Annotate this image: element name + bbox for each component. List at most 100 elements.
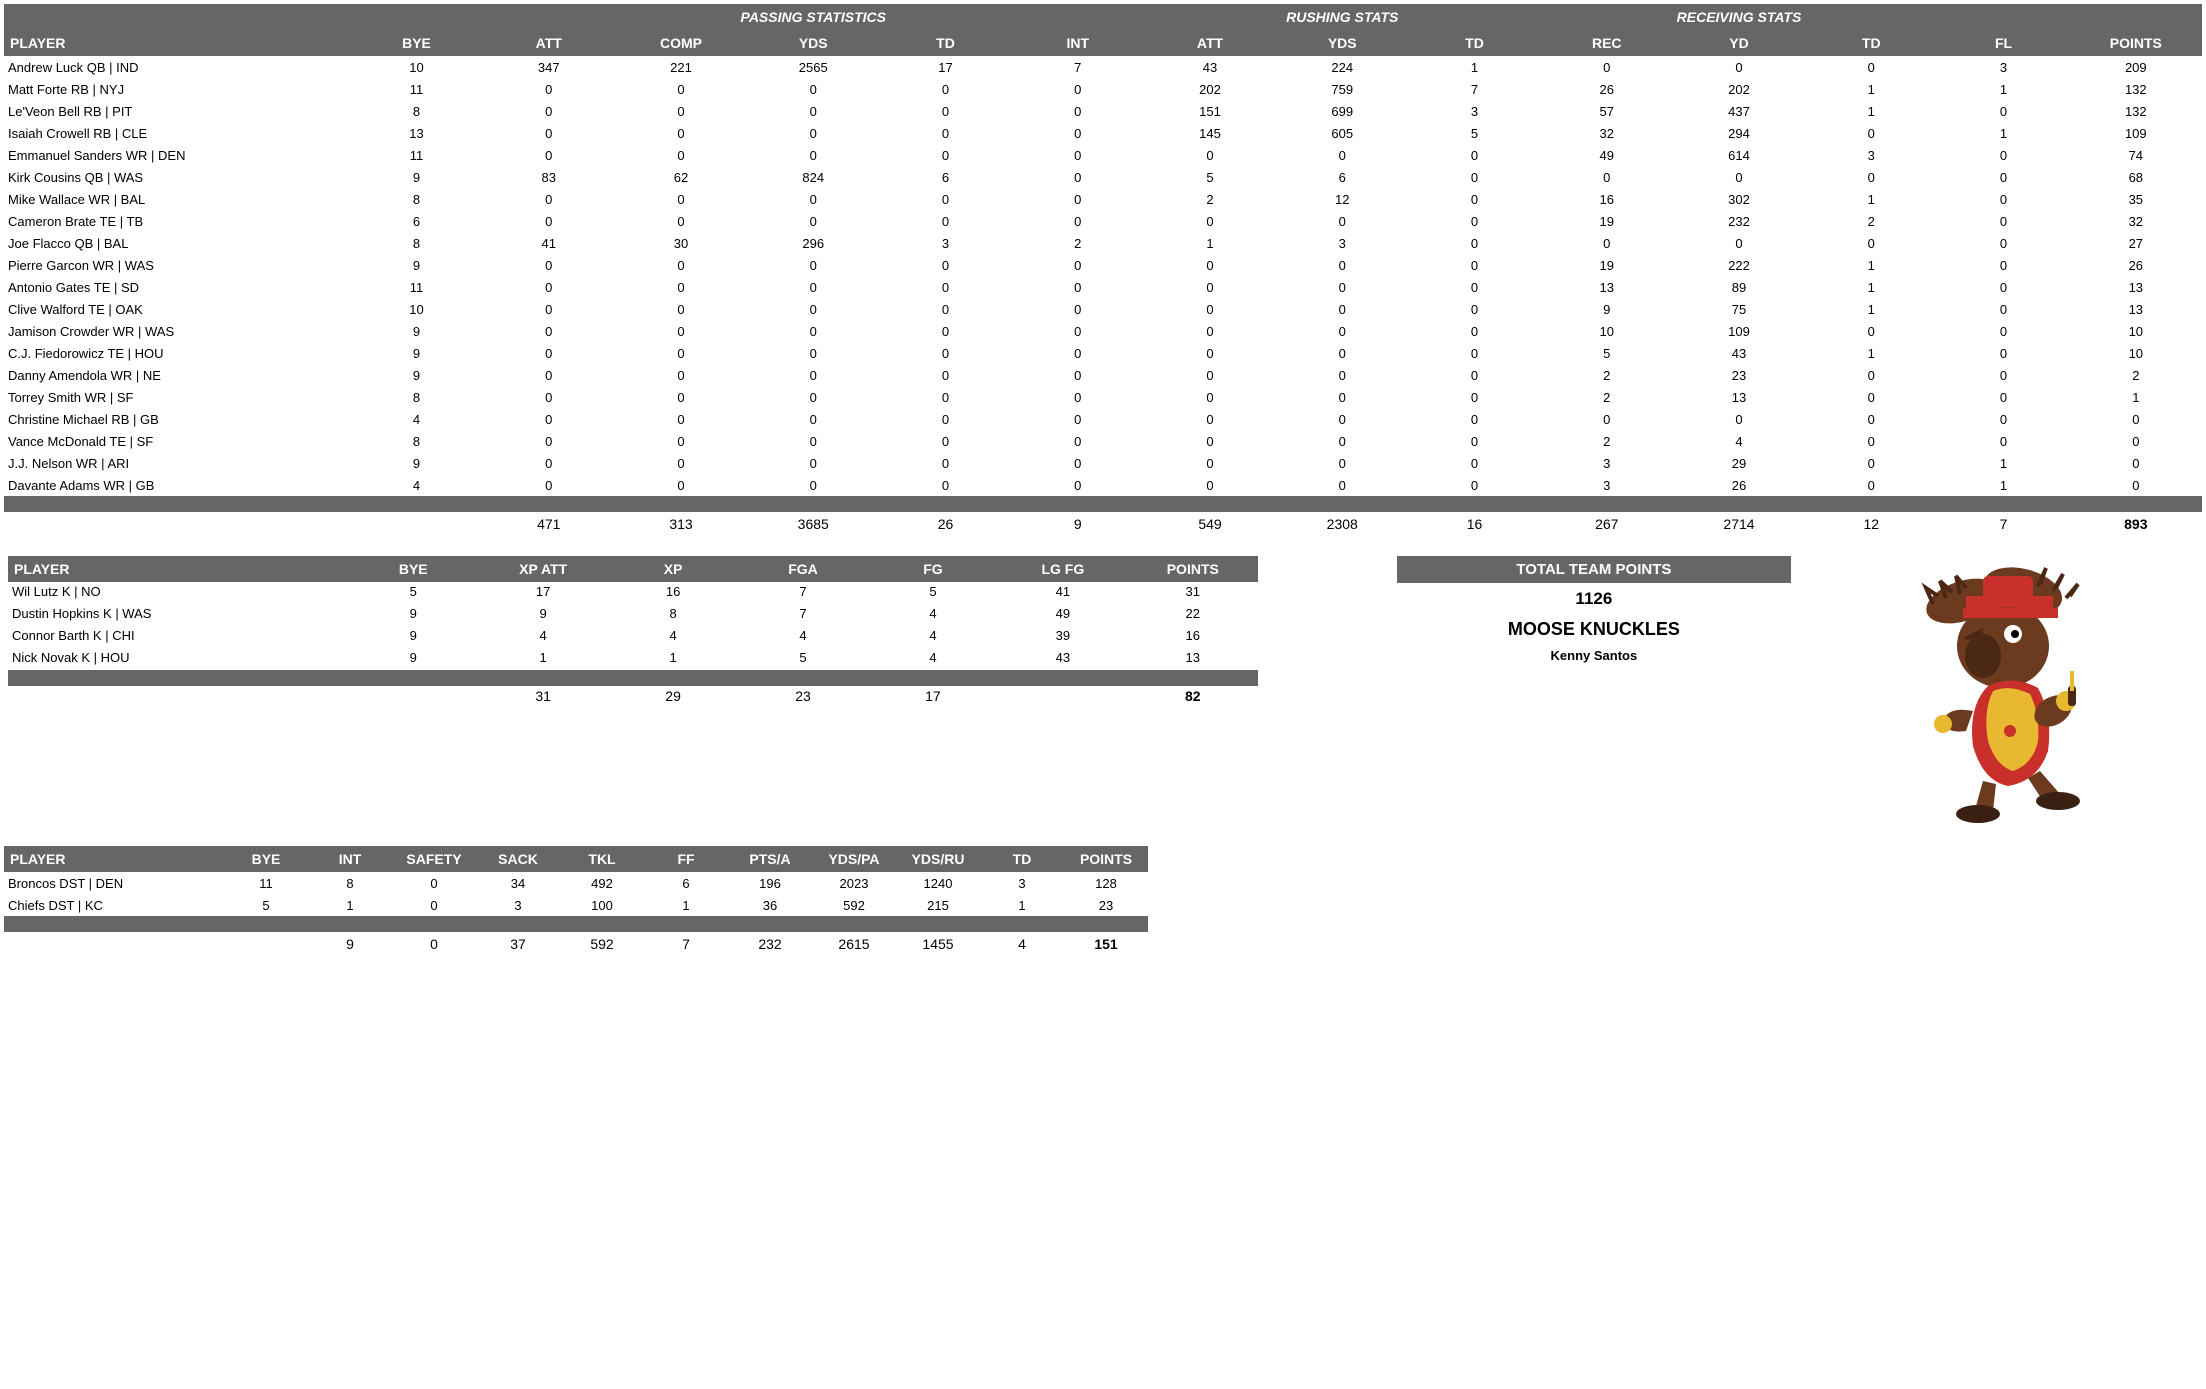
data-cell: 0 [1012,210,1144,232]
data-cell: 0 [1408,188,1540,210]
col-header: FL [1937,30,2069,56]
data-cell: 0 [483,408,615,430]
total-cell: 29 [608,686,738,710]
data-cell: 1 [1805,78,1937,100]
data-cell: 0 [1805,320,1937,342]
main-stats-table: PASSING STATISTICSRUSHING STATSRECEIVING… [4,4,2202,536]
data-cell: 0 [1541,56,1673,78]
data-cell: 9 [1541,298,1673,320]
data-cell: 7 [1408,78,1540,100]
data-cell: 26 [1673,474,1805,496]
data-cell: 19 [1541,210,1673,232]
data-cell: 221 [615,56,747,78]
col-header: BYE [350,30,482,56]
data-cell: 0 [747,408,879,430]
data-cell: 1 [1937,452,2069,474]
total-cell: 9 [308,932,392,956]
data-cell: 0 [615,430,747,452]
table-row: Davante Adams WR | GB400000000326010 [4,474,2202,496]
data-cell: 1 [1805,342,1937,364]
data-cell: 492 [560,872,644,894]
data-cell: 0 [1408,276,1540,298]
data-cell: 39 [998,626,1128,648]
data-cell: 0 [392,872,476,894]
table-row: Danny Amendola WR | NE900000000223002 [4,364,2202,386]
data-cell: 11 [350,276,482,298]
col-header: TD [1805,30,1937,56]
data-cell: 11 [350,144,482,166]
data-cell: 0 [879,364,1011,386]
data-cell: 0 [1012,78,1144,100]
total-cell [348,686,478,710]
data-cell: 0 [483,298,615,320]
data-cell: 10 [350,298,482,320]
data-cell: 0 [1012,276,1144,298]
table-row: J.J. Nelson WR | ARI900000000329010 [4,452,2202,474]
table-row: Chiefs DST | KC5103100136592215123 [4,894,1148,916]
data-cell: 8 [350,430,482,452]
data-cell: 347 [483,56,615,78]
data-cell: 9 [350,452,482,474]
data-cell: 32 [1541,122,1673,144]
data-cell: 13 [2070,276,2202,298]
data-cell: 3 [1937,56,2069,78]
data-cell: 1 [1408,56,1540,78]
data-cell: 0 [1805,364,1937,386]
col-header: BYE [224,846,308,872]
total-cell [998,686,1128,710]
data-cell: 0 [1144,320,1276,342]
data-cell: 224 [1276,56,1408,78]
data-cell: 0 [1408,364,1540,386]
total-cell: 9 [1012,512,1144,536]
total-cell: 2615 [812,932,896,956]
data-cell: 0 [879,342,1011,364]
defense-stats-table: PLAYERBYEINTSAFETYSACKTKLFFPTS/AYDS/PAYD… [4,846,1148,956]
data-cell: 41 [483,232,615,254]
data-cell: 0 [1144,430,1276,452]
data-cell: 0 [1937,430,2069,452]
data-cell: 4 [738,626,868,648]
data-cell: 1 [1805,254,1937,276]
data-cell: 0 [1937,210,2069,232]
stat-group-header: PASSING STATISTICS [483,4,1144,30]
col-header: REC [1541,30,1673,56]
data-cell: 2565 [747,56,879,78]
stat-group-header: RECEIVING STATS [1541,4,1938,30]
total-cell: 12 [1805,512,1937,536]
data-cell: 0 [1937,232,2069,254]
table-row: Broncos DST | DEN11803449261962023124031… [4,872,1148,894]
table-row: Torrey Smith WR | SF800000000213001 [4,386,2202,408]
data-cell: 437 [1673,100,1805,122]
data-cell: 1240 [896,872,980,894]
data-cell: Matt Forte RB | NYJ [4,78,350,100]
data-cell: 22 [1128,604,1258,626]
data-cell: 0 [615,408,747,430]
data-cell: 0 [1012,430,1144,452]
data-cell: 3 [980,872,1064,894]
data-cell: 0 [879,452,1011,474]
data-cell: 699 [1276,100,1408,122]
data-cell: C.J. Fiedorowicz TE | HOU [4,342,350,364]
total-cell: 26 [879,512,1011,536]
data-cell: 0 [1805,386,1937,408]
data-cell: 7 [1012,56,1144,78]
data-cell: 0 [615,210,747,232]
data-cell: 8 [350,232,482,254]
data-cell: 1 [1937,122,2069,144]
data-cell: 13 [350,122,482,144]
data-cell: 0 [615,78,747,100]
data-cell: 0 [1276,386,1408,408]
data-cell: 0 [747,452,879,474]
data-cell: 43 [1144,56,1276,78]
data-cell: 4 [868,648,998,670]
data-cell: 8 [608,604,738,626]
data-cell: 0 [747,386,879,408]
data-cell: 0 [1144,254,1276,276]
data-cell: 0 [1144,298,1276,320]
data-cell: 296 [747,232,879,254]
data-cell: 0 [1276,474,1408,496]
data-cell: 0 [1144,474,1276,496]
data-cell: 1 [608,648,738,670]
data-cell: 0 [1408,210,1540,232]
data-cell: 592 [812,894,896,916]
